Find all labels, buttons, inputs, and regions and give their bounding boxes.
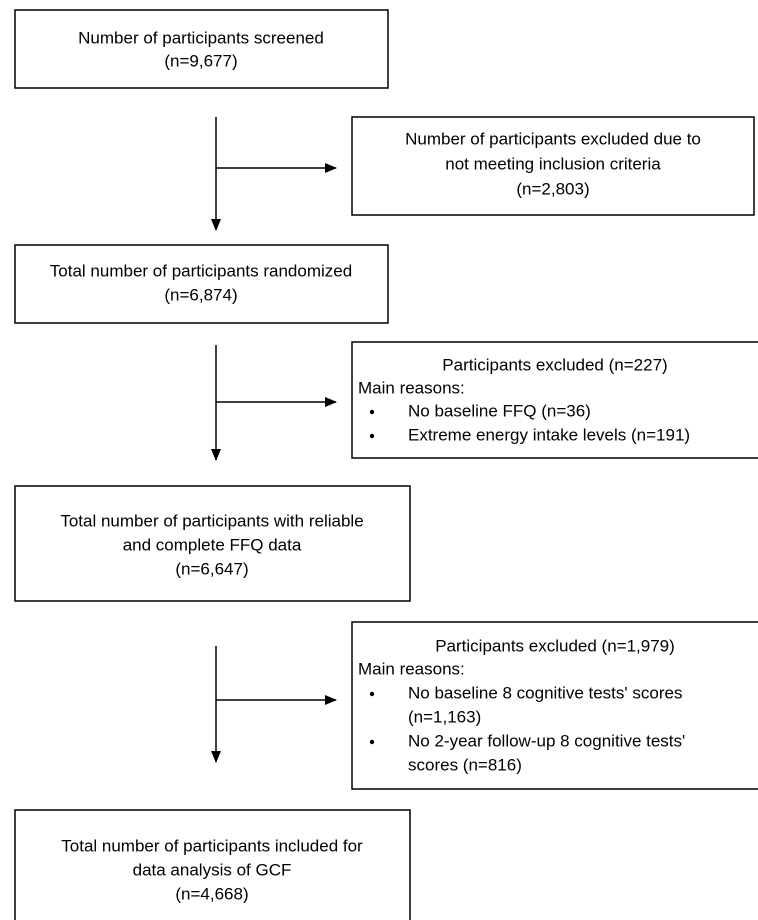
box [14,485,411,602]
bullet-text: (n=1,163) [408,707,481,726]
box-text: Number of participants excluded due to [405,129,701,148]
box-text: (n=6,647) [175,559,248,578]
box-text: Number of participants screened [78,28,324,47]
bullet-text: No baseline 8 cognitive tests' scores [408,683,682,702]
box-text: not meeting inclusion criteria [445,154,661,173]
box-title: Participants excluded (n=1,979) [435,636,675,655]
box-text: (n=4,668) [175,884,248,903]
box [351,116,755,216]
box [14,809,411,920]
bullet [369,433,375,439]
bullet-text: scores (n=816) [408,755,522,774]
box [14,9,389,89]
box-text: (n=2,803) [516,179,589,198]
bullet [369,739,375,745]
box-text: Total number of participants included fo… [61,836,363,855]
bullet [369,409,375,415]
bullet [369,691,375,697]
box-text: (n=6,874) [164,285,237,304]
box-text: Total number of participants with reliab… [60,511,363,530]
bullet-text: No baseline FFQ (n=36) [408,401,591,420]
box-text: data analysis of GCF [133,860,292,879]
box-title: Participants excluded (n=227) [442,355,667,374]
box-text: Main reasons: [358,378,465,397]
bullet-text: Extreme energy intake levels (n=191) [408,425,690,444]
box-text: Main reasons: [358,659,465,678]
box-text: (n=9,677) [164,51,237,70]
box [351,621,758,790]
box [14,244,389,324]
box-text: and complete FFQ data [123,535,302,554]
box [351,341,758,459]
box-text: Total number of participants randomized [50,261,352,280]
bullet-text: No 2-year follow-up 8 cognitive tests' [408,731,685,750]
